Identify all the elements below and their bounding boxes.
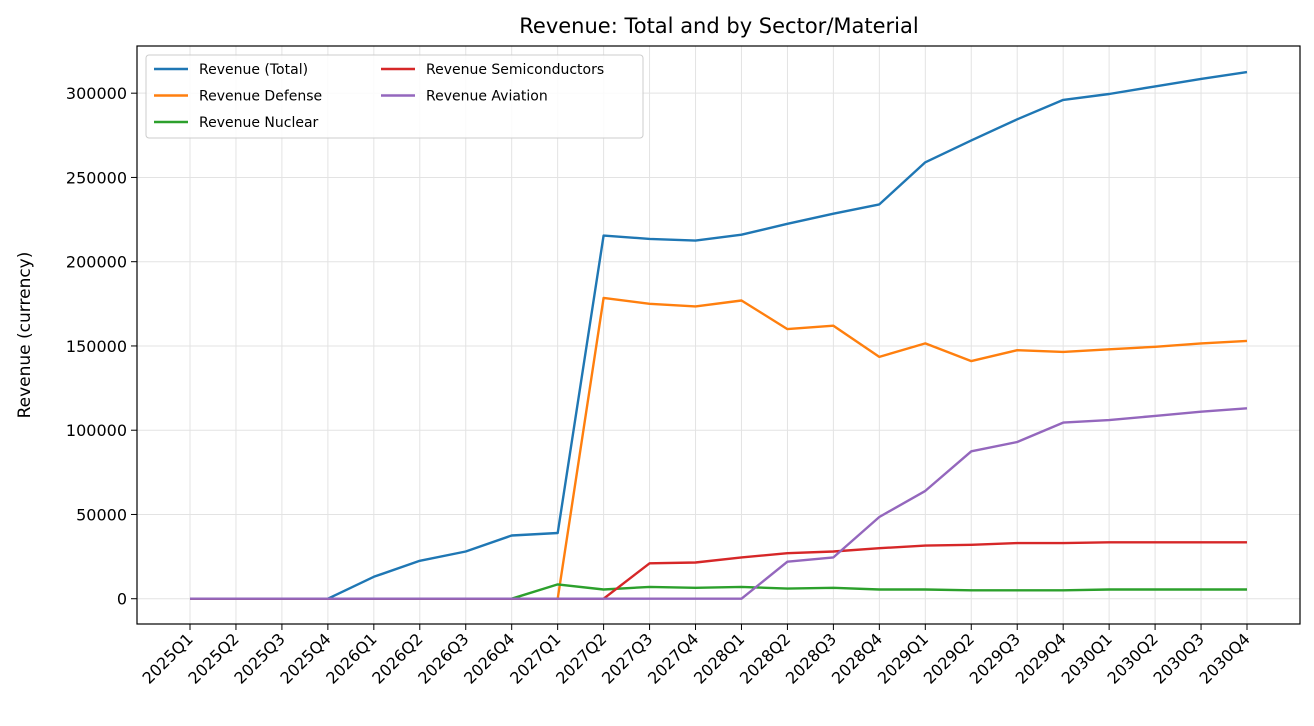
series-lines	[190, 70, 1248, 600]
legend-entry-label: Revenue Defense	[199, 89, 322, 105]
y-axis-label: Revenue (currency)	[15, 252, 35, 419]
legend: Revenue (Total) Revenue Defense Revenue Nu…	[145, 54, 644, 139]
plot-area-frame	[136, 45, 1301, 625]
y-tick-label: 50000	[76, 505, 127, 524]
series-line-revenue-nuclear	[190, 583, 1247, 600]
series-line-revenue-total	[190, 70, 1248, 600]
legend-entry-label: Revenue Aviation	[426, 89, 548, 105]
y-tick-label: 200000	[66, 253, 127, 272]
y-tick-label: 250000	[66, 168, 127, 187]
legend-entry-label: Revenue Semiconductors	[426, 62, 604, 78]
legend-entry-label: Revenue (Total)	[199, 62, 308, 78]
x-axis-ticks: 2025Q12025Q22025Q32025Q42026Q12026Q22026…	[138, 624, 1254, 688]
y-tick-label: 300000	[66, 84, 127, 103]
x-tick-label: 2030Q4	[1195, 629, 1253, 687]
chart-title: Revenue: Total and by Sector/Material	[519, 14, 918, 38]
legend-entry-label: Revenue Nuclear	[199, 115, 319, 131]
series-line-revenue-aviation	[190, 407, 1248, 600]
series-line-revenue-defense	[190, 296, 1248, 600]
y-tick-label: 0	[117, 590, 127, 609]
y-tick-label: 100000	[66, 421, 127, 440]
y-tick-label: 150000	[66, 337, 127, 356]
y-axis-ticks: 0 50000 100000 150000 200000 250000 300000	[66, 84, 137, 609]
